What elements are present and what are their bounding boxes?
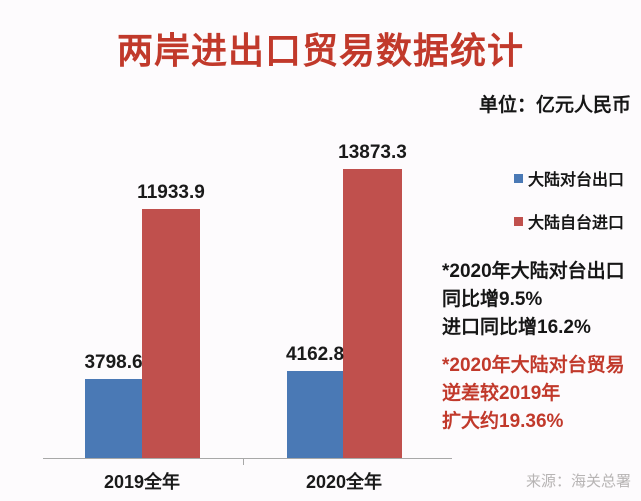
bar-value-2020-import: 13873.3 xyxy=(338,142,407,163)
bar-value-2019-import: 11933.9 xyxy=(137,182,205,203)
legend-item-export: 大陆对台出口 xyxy=(514,166,624,190)
x-axis-tick xyxy=(243,458,244,465)
note-growth-line1: *2020年大陆对台出口 xyxy=(442,261,625,282)
note-deficit: *2020年大陆对台贸易 逆差较2019年 扩大约19.36% xyxy=(442,352,625,436)
bar-2019-export xyxy=(85,379,142,458)
bar-2020-export xyxy=(287,371,343,458)
legend-label-export: 大陆对台出口 xyxy=(528,172,625,189)
bar-value-2020-export: 4162.8 xyxy=(285,344,345,365)
note-growth-line2: 同比增9.5% xyxy=(442,289,543,310)
note-deficit-line2: 逆差较2019年 xyxy=(442,383,561,404)
category-label-2020: 2020全年 xyxy=(305,472,383,492)
chart-title: 两岸进出口贸易数据统计 xyxy=(116,30,524,71)
note-deficit-line3: 扩大约19.36% xyxy=(442,411,564,432)
unit-label: 单位：亿元人民币 xyxy=(478,95,631,116)
legend-swatch-red-icon xyxy=(514,216,523,226)
note-growth: *2020年大陆对台出口 同比增9.5% 进口同比增16.2% xyxy=(442,258,625,342)
note-deficit-line1: *2020年大陆对台贸易 xyxy=(442,355,625,376)
bar-2020-import xyxy=(343,169,402,458)
category-label-2019: 2019全年 xyxy=(103,472,181,492)
bar-value-2019-export: 3798.6 xyxy=(84,352,143,373)
legend-item-import: 大陆自台进口 xyxy=(514,209,624,233)
legend: 大陆对台出口 大陆自台进口 xyxy=(514,166,624,252)
note-growth-line3: 进口同比增16.2% xyxy=(442,317,591,338)
legend-label-import: 大陆自台进口 xyxy=(528,215,625,232)
x-axis-line xyxy=(43,458,452,459)
data-source: 来源：海关总署 xyxy=(525,473,631,490)
bar-2019-import xyxy=(142,209,200,458)
legend-swatch-blue-icon xyxy=(514,173,523,183)
